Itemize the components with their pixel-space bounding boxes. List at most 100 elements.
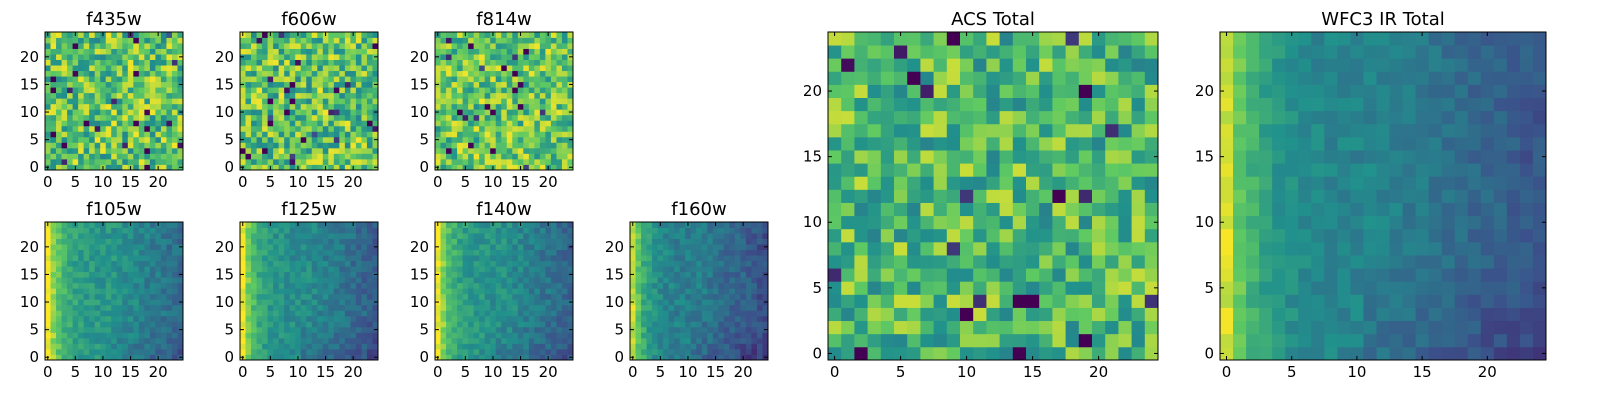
heatmap-cell: [539, 332, 546, 339]
heatmap-cell: [366, 277, 373, 284]
heatmap-cell: [105, 343, 112, 350]
heatmap-cell: [273, 227, 280, 234]
heatmap-cell: [155, 147, 162, 154]
heatmap-cell: [690, 222, 697, 228]
heatmap-cell: [344, 343, 351, 350]
heatmap-cell: [484, 153, 491, 160]
heatmap-cell: [89, 125, 96, 132]
heatmap-cell: [245, 103, 252, 110]
y-tick-label: 20: [20, 238, 39, 256]
heatmap-cell: [72, 321, 79, 328]
heatmap-cell: [361, 32, 368, 38]
heatmap-cell: [512, 59, 519, 66]
heatmap-cell: [138, 81, 145, 88]
heatmap-cell: [78, 114, 85, 121]
heatmap-cell: [138, 238, 145, 245]
heatmap-cell: [289, 114, 296, 121]
heatmap-cell: [646, 315, 653, 322]
heatmap-cell: [446, 125, 452, 132]
heatmap-cell: [116, 81, 123, 88]
heatmap-cell: [372, 288, 379, 295]
heatmap-cell: [468, 32, 475, 38]
heatmap-cell: [295, 43, 302, 49]
heatmap-cell: [723, 255, 730, 262]
heatmap-cell: [512, 92, 519, 99]
heatmap-cell: [907, 281, 921, 295]
heatmap-cell: [685, 266, 692, 273]
heatmap-cell: [545, 321, 552, 328]
heatmap-cell: [155, 158, 162, 165]
heatmap-cell: [61, 277, 68, 284]
heatmap-cell: [144, 244, 151, 250]
heatmap-cell: [506, 147, 513, 154]
heatmap-cell: [523, 87, 530, 94]
heatmap-cell: [100, 87, 107, 94]
heatmap-cell: [111, 37, 118, 44]
heatmap-cell: [451, 131, 458, 138]
heatmap-cell: [473, 222, 480, 228]
heatmap-cell: [133, 76, 140, 83]
heatmap-cell: [517, 255, 524, 262]
heatmap-cell: [311, 244, 318, 250]
heatmap-cell: [751, 326, 758, 333]
heatmap-cell: [657, 288, 664, 295]
heatmap-cell: [300, 293, 307, 300]
heatmap-cell: [440, 337, 447, 344]
heatmap-cell: [556, 81, 563, 88]
y-tick-label: 5: [224, 321, 234, 339]
heatmap-cell: [155, 260, 162, 267]
heatmap-cell: [295, 81, 302, 88]
heatmap-cell: [45, 125, 51, 132]
heatmap-cell: [762, 293, 769, 300]
heatmap-cell: [72, 43, 79, 49]
heatmap-cell: [567, 260, 574, 267]
heatmap-cell: [490, 147, 497, 154]
heatmap-cell: [333, 81, 340, 88]
heatmap-cell: [127, 109, 134, 116]
heatmap-cell: [550, 299, 557, 306]
heatmap-cell: [116, 164, 123, 171]
heatmap-cell: [635, 337, 642, 344]
heatmap-cell: [284, 43, 291, 49]
heatmap-cell: [451, 326, 458, 333]
heatmap-cell: [657, 255, 664, 262]
heatmap-cell: [674, 315, 681, 322]
heatmap-cell: [300, 103, 307, 110]
heatmap-cell: [506, 337, 513, 344]
heatmap-cell: [630, 321, 636, 328]
heatmap-cell: [155, 293, 162, 300]
heatmap-cell: [311, 343, 318, 350]
heatmap-cell: [854, 241, 868, 256]
heatmap-cell: [468, 76, 475, 83]
heatmap-cell: [317, 131, 324, 138]
heatmap-cell: [267, 70, 274, 77]
heatmap-cell: [561, 238, 568, 245]
heatmap-cell: [986, 320, 1000, 335]
heatmap-cell: [149, 354, 156, 361]
heatmap-cell: [72, 238, 79, 245]
heatmap-cell: [707, 304, 714, 311]
heatmap-cell: [556, 249, 563, 256]
heatmap-cell: [61, 299, 68, 306]
x-tick-label: 15: [511, 363, 530, 381]
heatmap-cell: [641, 260, 647, 267]
heatmap-cell: [144, 321, 151, 328]
heatmap-cell: [306, 238, 313, 245]
heatmap-cell: [468, 43, 475, 49]
heatmap-cell: [484, 266, 491, 273]
heatmap-cell: [663, 310, 670, 317]
heatmap-cell: [138, 120, 145, 127]
heatmap-cell: [240, 48, 246, 55]
heatmap-cell: [160, 70, 167, 77]
heatmap-cell: [490, 153, 497, 160]
heatmap-cell: [256, 114, 263, 121]
heatmap-cell: [446, 260, 452, 267]
heatmap-cell: [696, 271, 703, 278]
heatmap-cell: [328, 109, 335, 116]
heatmap-cell: [512, 120, 519, 127]
heatmap-cell: [83, 120, 90, 127]
heatmap-cell: [116, 227, 123, 234]
heatmap-cell: [245, 222, 252, 228]
heatmap-cell: [657, 271, 664, 278]
heatmap-cell: [105, 59, 112, 66]
